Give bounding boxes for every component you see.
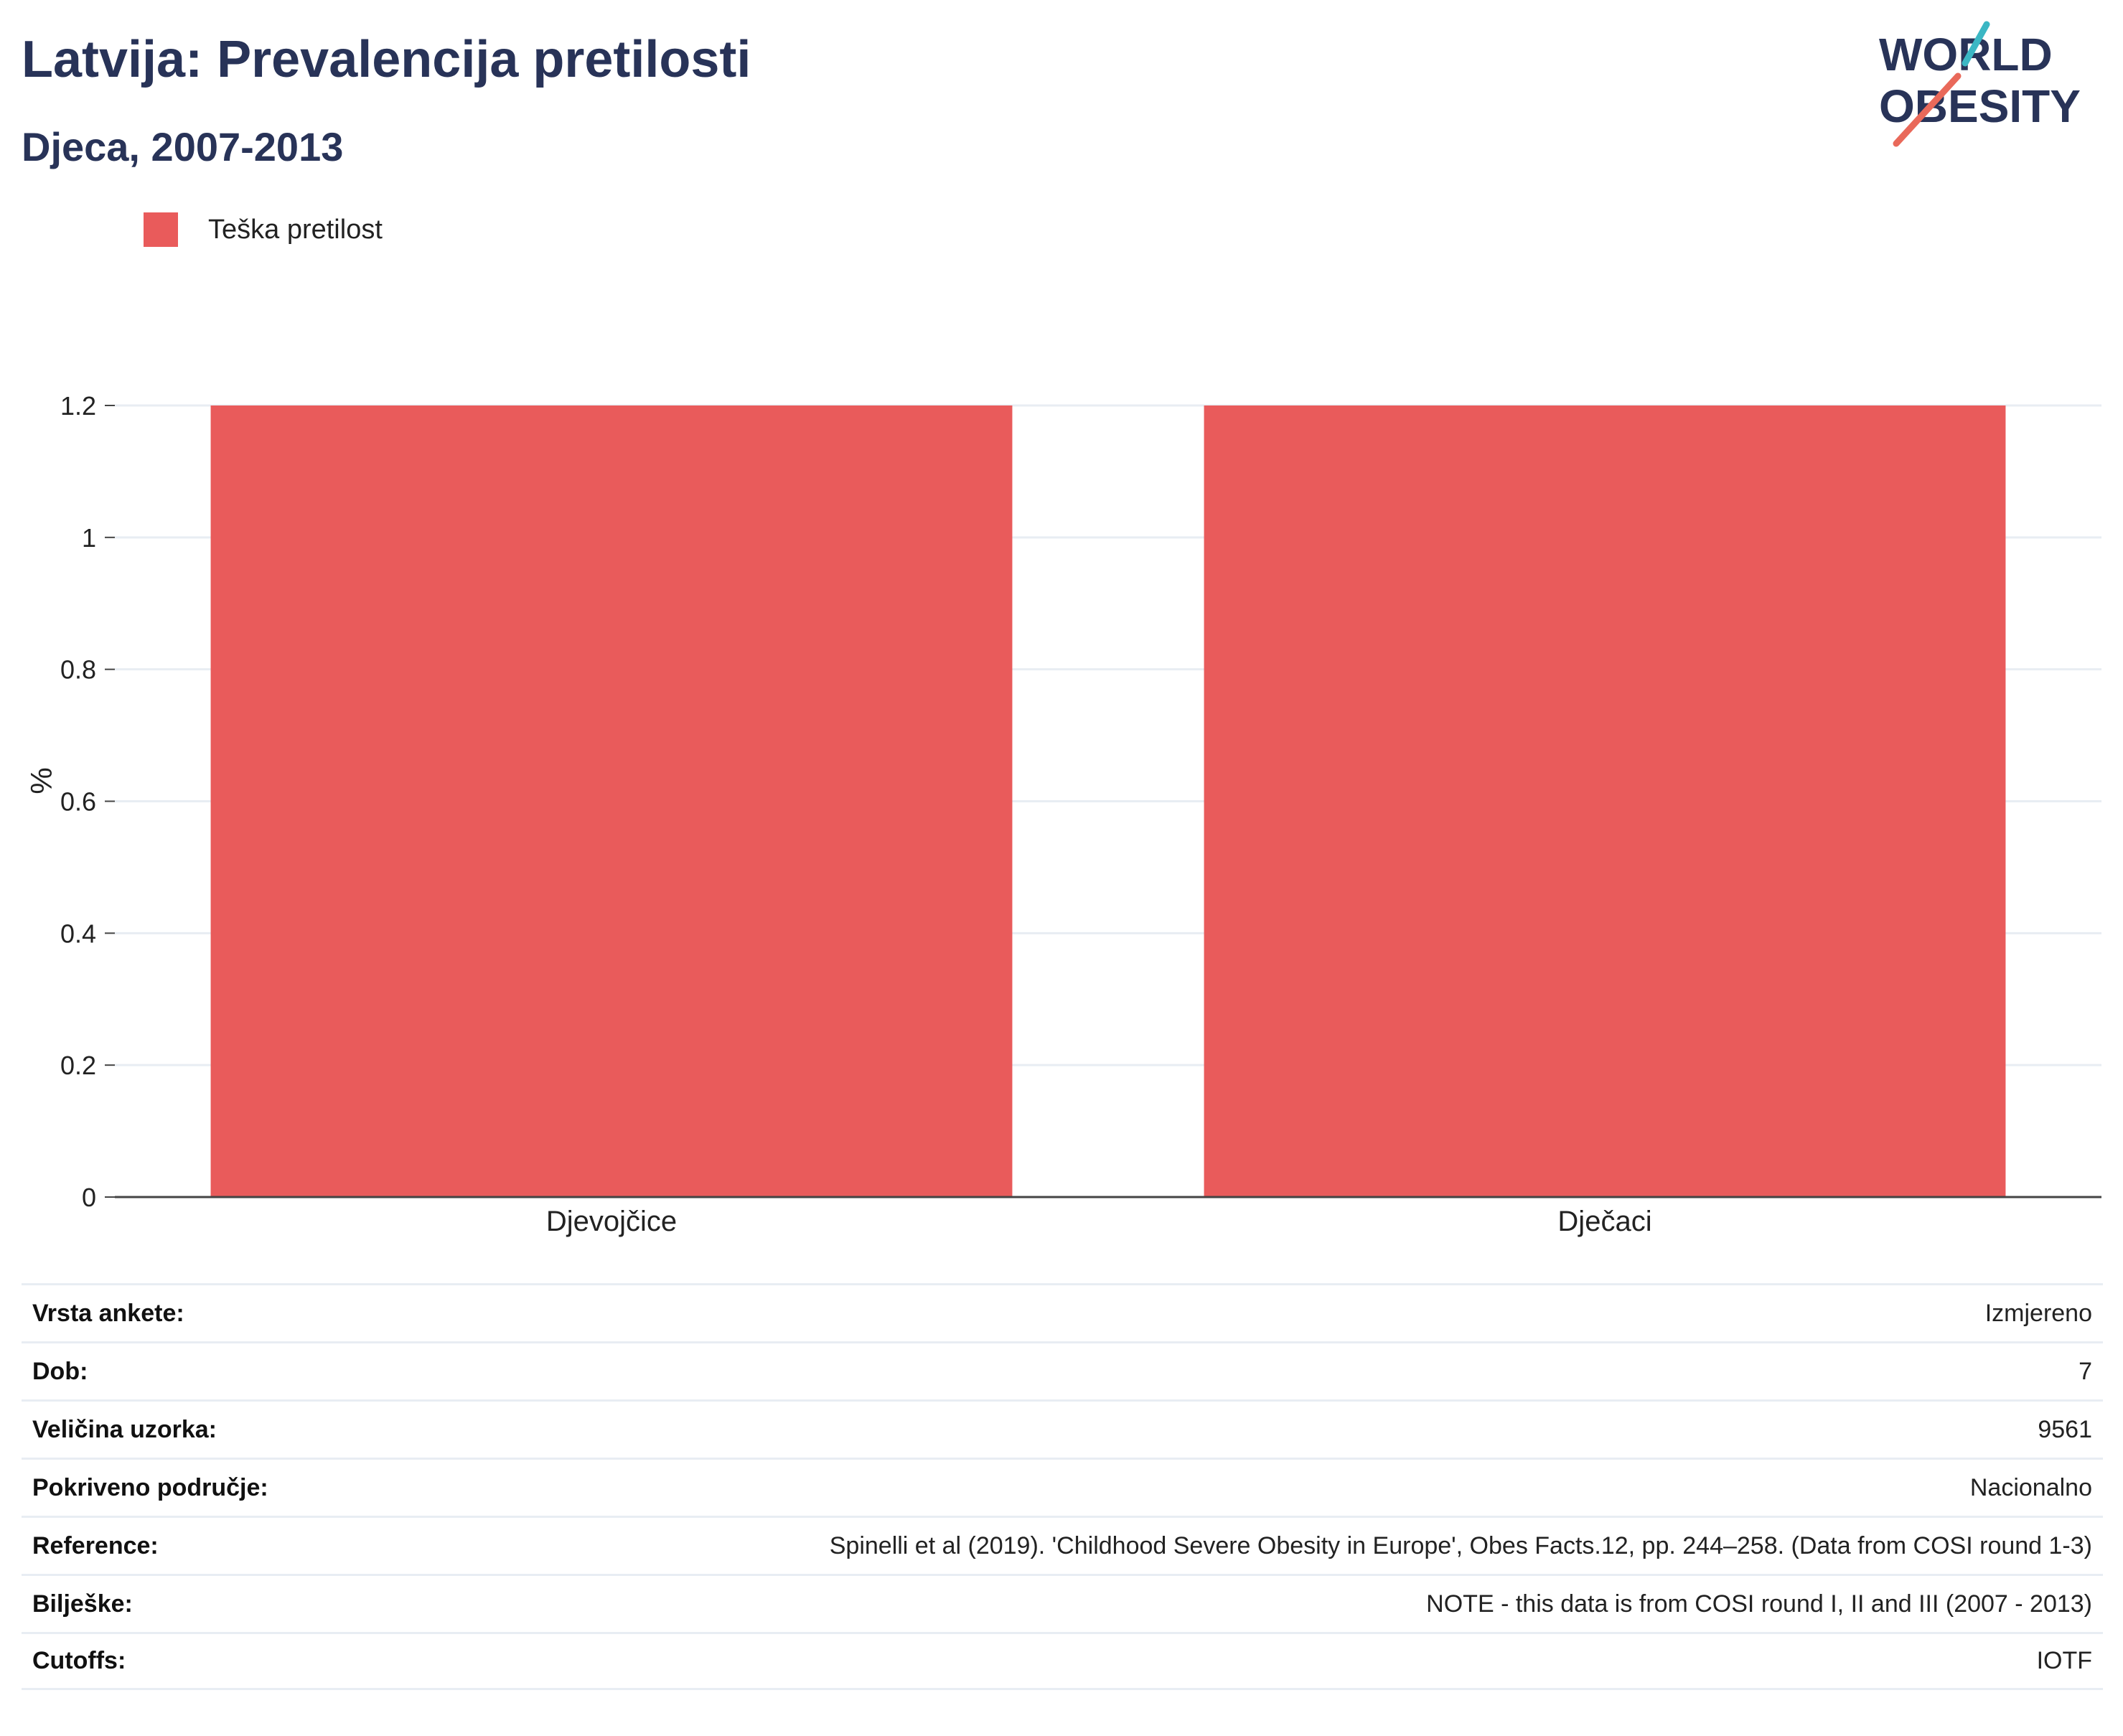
y-tick-label: 0.8 xyxy=(60,655,96,685)
details-label: Pokriveno područje: xyxy=(32,1473,268,1501)
y-tick-label: 0.4 xyxy=(60,919,96,948)
bar xyxy=(1204,405,2006,1197)
details-label: Bilješke: xyxy=(32,1590,133,1618)
details-row: Cutoffs: IOTF xyxy=(22,1632,2103,1690)
chart-subtitle: Djeca, 2007-2013 xyxy=(22,124,344,169)
details-row: Bilješke: NOTE - this data is from COSI r… xyxy=(22,1574,2103,1632)
chart-title: Latvija: Prevalencija pretilosti xyxy=(22,31,751,88)
details-row: Dob: 7 xyxy=(22,1341,2103,1399)
y-axis-label: % xyxy=(24,767,58,794)
details-label: Dob: xyxy=(32,1357,88,1385)
details-value: 9561 xyxy=(2038,1415,2092,1443)
details-value: Spinelli et al (2019). 'Childhood Severe… xyxy=(829,1531,2092,1559)
y-tick-label: 0.2 xyxy=(60,1051,96,1080)
details-value: IOTF xyxy=(2036,1647,2092,1674)
details-row: Veličina uzorka: 9561 xyxy=(22,1399,2103,1458)
details-value: Izmjereno xyxy=(1984,1299,2092,1327)
details-value: Nacionalno xyxy=(1969,1473,2092,1501)
x-tick-label: Dječaci xyxy=(1557,1206,1651,1237)
details-label: Reference: xyxy=(32,1531,159,1559)
details-value: NOTE - this data is from COSI round I, I… xyxy=(1426,1590,2092,1618)
survey-details-table: Vrsta ankete: Izmjereno Dob: 7 Veličina uzor… xyxy=(22,1283,2103,1690)
bar xyxy=(210,405,1013,1197)
world-obesity-logo: WORLD OBESITY xyxy=(1879,21,2081,147)
details-label: Vrsta ankete: xyxy=(32,1299,184,1327)
legend: Teška pretilost xyxy=(144,212,383,247)
y-tick-label: 0 xyxy=(82,1183,96,1212)
y-tick-label: 0.6 xyxy=(60,787,96,817)
bar-chart: 0 0.2 0.4 0.6 0.8 1 1.2 Djevojčice Dječaci% xyxy=(24,391,2101,1237)
legend-swatch xyxy=(144,212,178,247)
y-tick-label: 1 xyxy=(82,523,96,553)
y-tick-label: 1.2 xyxy=(60,391,96,421)
legend-label: Teška pretilost xyxy=(208,214,383,245)
details-row: Pokriveno područje: Nacionalno xyxy=(22,1458,2103,1516)
details-value: 7 xyxy=(2079,1357,2092,1385)
logo-word-world: WORLD xyxy=(1879,29,2053,80)
details-row: Reference: Spinelli et al (2019). 'Childh… xyxy=(22,1516,2103,1574)
details-row: Vrsta ankete: Izmjereno xyxy=(22,1283,2103,1341)
details-label: Veličina uzorka: xyxy=(32,1415,217,1443)
logo-slash-coral xyxy=(1893,72,1962,147)
x-tick-label: Djevojčice xyxy=(546,1206,677,1237)
details-label: Cutoffs: xyxy=(32,1647,126,1674)
logo-slash-teal xyxy=(1962,21,1990,67)
